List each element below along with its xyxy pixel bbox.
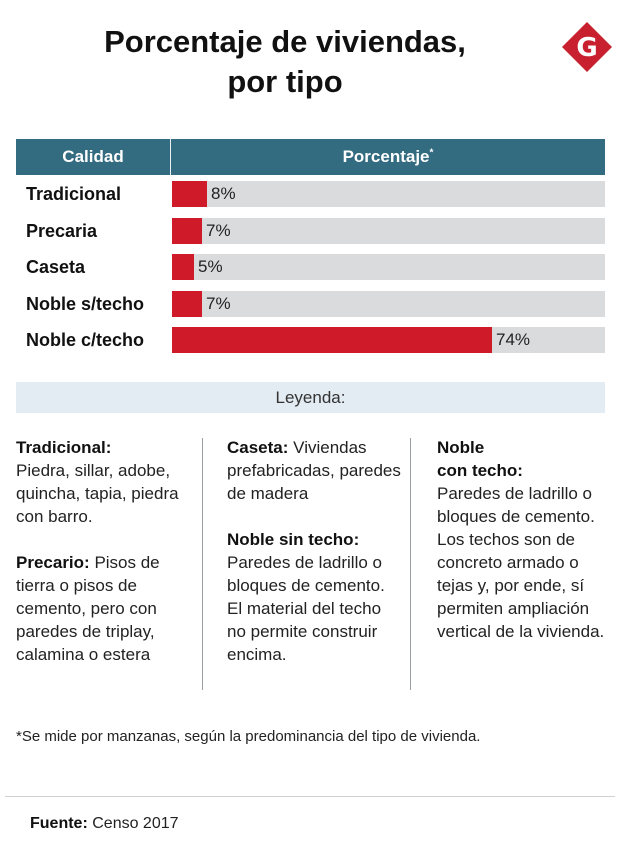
table-header: Calidad Porcentaje* bbox=[16, 139, 605, 175]
bar-value-label: 7% bbox=[206, 221, 231, 240]
bar-value-label: 74% bbox=[496, 330, 531, 349]
footer-divider bbox=[5, 796, 615, 797]
row-label: Noble s/techo bbox=[26, 294, 145, 314]
source-label: Fuente: bbox=[30, 815, 88, 832]
column-header-porcentaje-text: Porcentaje bbox=[342, 147, 430, 166]
legend-term-tradicional: Tradicional: bbox=[16, 438, 112, 457]
bar bbox=[172, 327, 492, 353]
legend-desc-noble-con-techo: Paredes de ladrillo o bloques de cemento… bbox=[437, 484, 605, 641]
title-line-1: Porcentaje de viviendas, bbox=[104, 24, 466, 59]
bar-track bbox=[172, 218, 605, 244]
source-line: Fuente: Censo 2017 bbox=[30, 812, 179, 836]
legend-term-caseta: Caseta: bbox=[227, 438, 289, 457]
legend-term-precario: Precario: bbox=[16, 553, 90, 572]
legend-desc-noble-sin-techo: Paredes de ladrillo o bloques de cemento… bbox=[227, 553, 385, 664]
bar-track bbox=[172, 291, 605, 317]
legend-divider-1 bbox=[202, 438, 203, 690]
legend-divider-2 bbox=[410, 438, 411, 690]
legend-term-noble-con-techo-2: con techo: bbox=[437, 461, 523, 480]
title-line-2: por tipo bbox=[227, 64, 343, 99]
legend-desc-tradicional: Piedra, sillar, adobe, quincha, tapia, p… bbox=[16, 461, 179, 526]
legend-column-3: Noble con techo: Paredes de ladrillo o b… bbox=[437, 436, 612, 643]
legend-desc-caseta: Viviendas prefabricadas, paredes de made… bbox=[227, 438, 401, 503]
legend-column-2: Caseta: Viviendas prefabricadas, paredes… bbox=[227, 436, 402, 666]
legend-header: Leyenda: bbox=[16, 382, 605, 413]
column-header-calidad: Calidad bbox=[62, 147, 124, 166]
column-header-footnote-mark: * bbox=[429, 147, 434, 159]
legend-item-tradicional: Tradicional: Piedra, sillar, adobe, quin… bbox=[16, 436, 196, 528]
bar-value-label: 8% bbox=[211, 184, 236, 203]
legend-item-noble-con-techo: Noble con techo: Paredes de ladrillo o b… bbox=[437, 436, 612, 643]
bar-value-label: 5% bbox=[198, 257, 223, 276]
legend-item-caseta: Caseta: Viviendas prefabricadas, paredes… bbox=[227, 436, 402, 505]
footnote: *Se mide por manzanas, según la predomin… bbox=[16, 728, 481, 745]
legend-term-noble-sin-techo: Noble sin techo: bbox=[227, 530, 360, 549]
chart-title: Porcentaje de viviendas, por tipo bbox=[60, 22, 510, 102]
bar bbox=[172, 181, 207, 207]
header-divider bbox=[170, 139, 171, 175]
bar-track bbox=[172, 181, 605, 207]
bar-track bbox=[172, 254, 605, 280]
legend-column-1: Tradicional: Piedra, sillar, adobe, quin… bbox=[16, 436, 196, 666]
bar bbox=[172, 291, 202, 317]
logo-letter: G bbox=[576, 33, 597, 63]
row-label: Tradicional bbox=[26, 184, 122, 204]
bar bbox=[172, 254, 194, 280]
source-value: Censo 2017 bbox=[92, 815, 179, 832]
brand-logo-icon: G bbox=[562, 22, 612, 72]
row-label: Noble c/techo bbox=[26, 330, 145, 350]
bar-value-label: 7% bbox=[206, 294, 231, 313]
bar bbox=[172, 218, 202, 244]
legend-item-precario: Precario: Pisos de tierra o pisos de cem… bbox=[16, 551, 196, 666]
legend-term-noble-con-techo-1: Noble bbox=[437, 438, 485, 457]
row-label: Precaria bbox=[26, 221, 98, 241]
legend-item-noble-sin-techo: Noble sin techo: Paredes de ladrillo o b… bbox=[227, 528, 402, 666]
legend-desc-precario: Pisos de tierra o pisos de cemento, pero… bbox=[16, 553, 160, 664]
column-header-porcentaje: Porcentaje* bbox=[171, 147, 605, 167]
row-label: Caseta bbox=[26, 257, 86, 277]
